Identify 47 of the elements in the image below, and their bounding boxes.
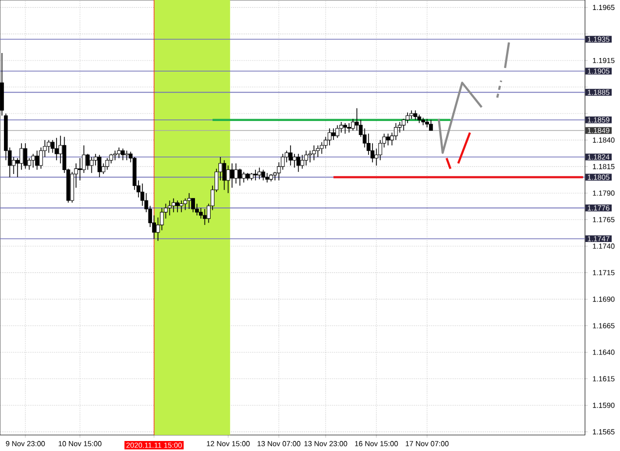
candlestick — [168, 200, 172, 216]
candlestick — [347, 122, 351, 134]
candlestick — [292, 153, 296, 168]
candlestick — [254, 169, 258, 181]
candlestick — [86, 153, 90, 170]
candlestick — [113, 150, 117, 161]
candlestick — [90, 156, 94, 174]
candlestick — [234, 162, 238, 184]
candlestick — [300, 154, 304, 170]
candlestick — [172, 198, 176, 213]
candlestick — [120, 148, 125, 161]
candlestick — [98, 154, 102, 178]
candlestick — [183, 198, 188, 210]
candlestick — [328, 128, 332, 146]
candlestick — [238, 168, 242, 186]
candlestick — [105, 158, 110, 170]
candlestick — [222, 160, 226, 190]
candlestick — [23, 142, 28, 170]
candlestick — [187, 192, 192, 210]
candlestick — [261, 169, 266, 181]
candlestick — [202, 208, 207, 226]
candlestick — [230, 162, 234, 188]
candlestick — [335, 124, 340, 138]
candlestick — [429, 119, 433, 131]
candlestick — [176, 200, 180, 213]
candlestick — [386, 133, 390, 146]
candlestick — [31, 153, 36, 168]
candlestick — [296, 153, 300, 172]
candlestick — [304, 150, 308, 166]
candlestick — [242, 171, 246, 183]
candlestick — [78, 158, 82, 181]
candlestick — [288, 144, 292, 166]
line-series — [438, 82, 483, 154]
candlestick — [35, 150, 39, 170]
candlestick — [54, 138, 58, 161]
candlestick — [179, 200, 184, 213]
candlestick — [320, 142, 324, 154]
candlestick — [343, 122, 348, 134]
candlestick — [226, 165, 230, 194]
candlestick — [124, 150, 129, 161]
candlestick — [312, 144, 316, 161]
candlestick — [413, 110, 418, 120]
candlestick — [257, 167, 262, 180]
candlestick — [316, 144, 320, 158]
candlestick — [332, 128, 336, 140]
candlestick — [117, 147, 121, 158]
candlestick — [265, 172, 270, 183]
